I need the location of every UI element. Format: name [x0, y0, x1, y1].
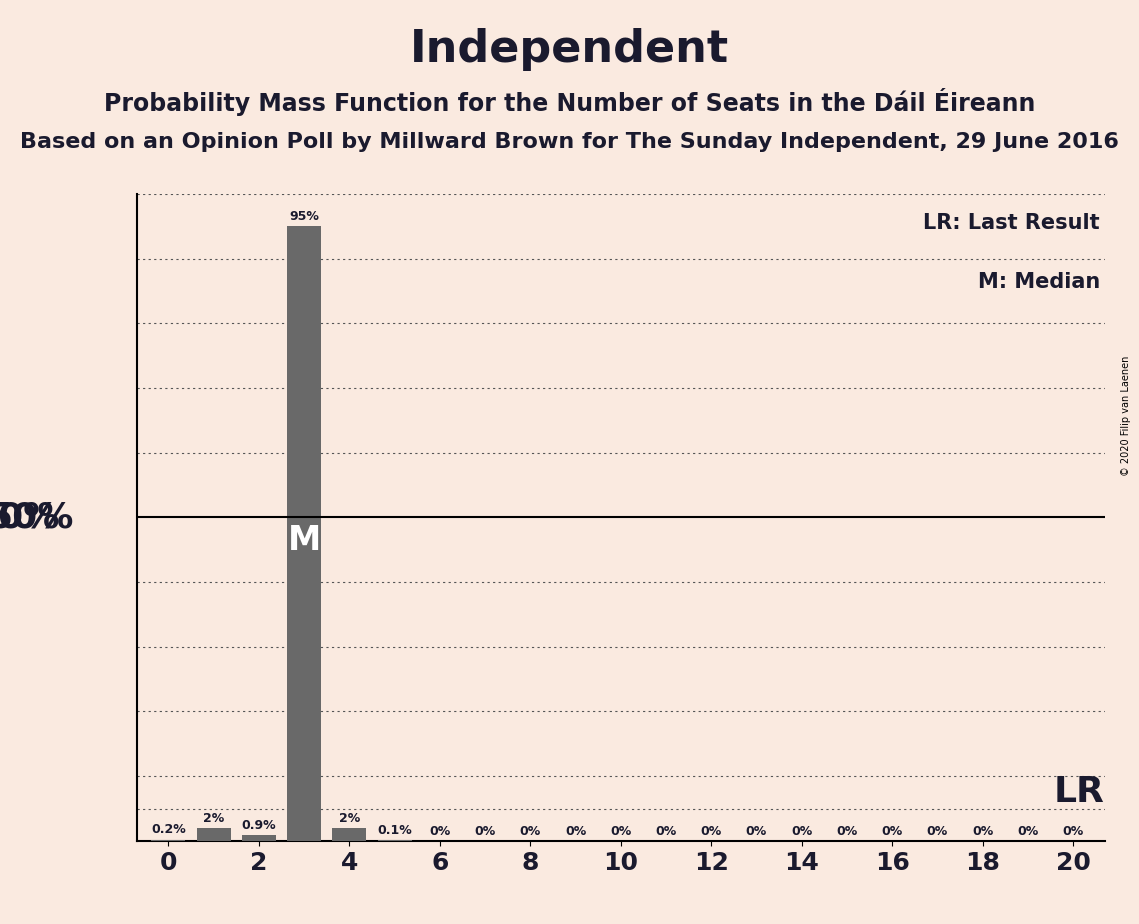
Text: 2%: 2% [338, 811, 360, 825]
Text: 0%: 0% [792, 824, 812, 838]
Text: 0%: 0% [927, 824, 948, 838]
Text: 0.2%: 0.2% [151, 823, 186, 836]
Text: 0%: 0% [655, 824, 677, 838]
Text: M: M [287, 524, 321, 557]
Text: 0.1%: 0.1% [377, 824, 412, 837]
Text: 50%: 50% [0, 501, 74, 534]
Text: 0%: 0% [700, 824, 722, 838]
Text: Probability Mass Function for the Number of Seats in the Dáil Éireann: Probability Mass Function for the Number… [104, 88, 1035, 116]
Text: 0%: 0% [746, 824, 767, 838]
Text: 0%: 0% [882, 824, 903, 838]
Bar [287, 226, 321, 841]
Text: © 2020 Filip van Laenen: © 2020 Filip van Laenen [1121, 356, 1131, 476]
Text: LR: LR [1054, 774, 1105, 808]
Text: 0.9%: 0.9% [241, 819, 276, 832]
Bar [333, 828, 367, 841]
Text: 0%: 0% [611, 824, 631, 838]
Bar [197, 828, 230, 841]
Text: 0%: 0% [972, 824, 993, 838]
Text: 0%: 0% [475, 824, 495, 838]
Text: 95%: 95% [289, 210, 319, 223]
Text: 50%: 50% [0, 501, 59, 534]
Text: 0%: 0% [836, 824, 858, 838]
Text: 0%: 0% [519, 824, 541, 838]
Text: 0%: 0% [565, 824, 587, 838]
Text: 0%: 0% [429, 824, 450, 838]
Text: M: Median: M: Median [977, 272, 1100, 292]
Text: 0%: 0% [1017, 824, 1039, 838]
Bar [151, 840, 186, 841]
Text: Based on an Opinion Poll by Millward Brown for The Sunday Independent, 29 June 2: Based on an Opinion Poll by Millward Bro… [21, 132, 1118, 152]
Text: LR: Last Result: LR: Last Result [924, 213, 1100, 234]
Text: Independent: Independent [410, 28, 729, 71]
Text: 2%: 2% [203, 811, 224, 825]
Bar [241, 835, 276, 841]
Text: 0%: 0% [1063, 824, 1084, 838]
